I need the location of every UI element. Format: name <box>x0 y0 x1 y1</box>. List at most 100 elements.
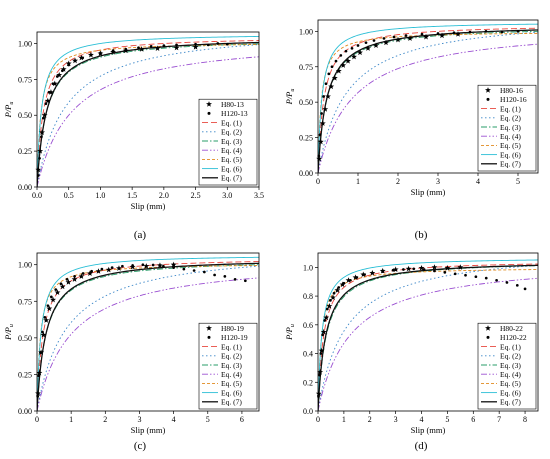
legend-label: Eq. (2) <box>500 114 521 123</box>
legend-label: H120-19 <box>221 333 248 342</box>
curve-eq-1 <box>37 40 259 187</box>
legend-label: Eq. (3) <box>221 361 242 370</box>
curve-eq-7 <box>318 264 538 411</box>
y-axis-label-main: P/P <box>284 327 294 341</box>
y-tick-label: 0.25 <box>18 147 32 156</box>
dot-point <box>363 273 366 276</box>
dot-point <box>121 264 124 268</box>
dot-point <box>131 264 134 267</box>
x-tick-label: 6 <box>240 415 244 424</box>
star-point <box>154 45 161 52</box>
legend-label: H120-13 <box>221 109 248 118</box>
dot-point <box>43 316 47 319</box>
star-point <box>157 262 163 268</box>
curve-eq-7 <box>37 41 259 187</box>
legend-label: Eq. (4) <box>221 370 242 379</box>
dot-point <box>203 270 206 274</box>
dot-point <box>484 29 488 33</box>
legend-label: H80-22 <box>500 324 523 333</box>
star-point <box>330 294 336 301</box>
star-point <box>170 261 177 268</box>
legend-label: H120-22 <box>500 333 527 342</box>
dot-point <box>515 283 519 287</box>
legend-label: Eq. (4) <box>500 132 521 141</box>
dot-point <box>382 37 386 40</box>
dot-point <box>99 51 102 55</box>
x-axis-label: Slip (mm) <box>131 201 166 211</box>
y-axis-label-sub: u <box>9 102 15 105</box>
legend-label: Eq. (6) <box>221 164 242 173</box>
y-axis-label-main: P/P <box>3 327 13 341</box>
x-tick-label: 6 <box>471 415 475 424</box>
scatter-h80-22 <box>315 264 464 397</box>
star-point <box>423 33 429 40</box>
star-point <box>36 369 43 376</box>
dot-point <box>356 44 360 47</box>
dot-point <box>474 275 478 279</box>
dot-point <box>523 287 527 291</box>
x-tick-label: 0 <box>316 415 320 424</box>
dot-point <box>213 273 216 277</box>
x-tick-label: 5 <box>445 415 449 424</box>
dot-point <box>334 59 338 63</box>
curve-eq-6 <box>318 23 538 173</box>
star-point <box>325 93 331 100</box>
x-tick-label: 3.0 <box>222 191 232 200</box>
y-tick-label: 1.0 <box>303 263 313 272</box>
star-point <box>86 270 93 276</box>
dot-point <box>59 282 63 286</box>
star-point <box>444 264 451 271</box>
dot-point <box>422 268 426 271</box>
x-axis-label: Slip (mm) <box>411 425 446 435</box>
dot-point <box>67 63 71 67</box>
star-point <box>78 273 85 279</box>
curve-eq-4 <box>318 43 538 173</box>
legend-label: Eq. (3) <box>221 137 242 146</box>
legend-dot-marker <box>486 97 490 101</box>
plot-frame <box>317 252 539 412</box>
star-point <box>323 314 330 321</box>
dot-point <box>453 272 457 276</box>
dot-point <box>55 75 59 78</box>
dot-point <box>149 45 153 48</box>
x-axis-label: Slip (mm) <box>411 187 446 197</box>
star-point <box>365 45 371 51</box>
dot-point <box>468 30 472 34</box>
star-point <box>345 57 351 64</box>
star-point <box>351 53 357 60</box>
legend-label: Eq. (4) <box>500 370 521 379</box>
star-point <box>50 296 56 303</box>
dot-point <box>349 278 352 282</box>
dot-point <box>337 286 341 289</box>
x-tick-label: 0 <box>316 177 320 186</box>
curve-eq-1 <box>318 27 538 173</box>
dot-point <box>36 174 40 177</box>
scatter-h120-13 <box>36 42 229 177</box>
y-axis-label-main: P/P <box>284 92 294 106</box>
y-axis-label-sub: u <box>290 324 296 327</box>
dot-point <box>350 46 354 50</box>
dot-point <box>402 268 405 271</box>
dot-point <box>151 263 155 267</box>
dot-point <box>172 266 175 269</box>
curve-eq-2 <box>318 264 538 411</box>
dot-point <box>182 267 186 271</box>
scatter-h80-13 <box>35 43 199 173</box>
legend-label: Eq. (3) <box>500 361 521 370</box>
star-point <box>339 281 346 288</box>
y-tick-label: 0.50 <box>18 111 32 120</box>
star-point <box>105 266 112 273</box>
star-point <box>71 276 78 282</box>
dot-point <box>38 156 41 160</box>
scatter-h120-19 <box>36 263 247 398</box>
panel-2: 0 1 2 3 4 5 0.00 0.25 0.50 0.75 1.00 Slip (mm) P/Pu H… <box>284 19 539 241</box>
curve-eq-5 <box>37 44 259 187</box>
dot-point <box>141 263 145 267</box>
legend-label: Eq. (1) <box>500 104 521 113</box>
x-tick-label: 3 <box>137 415 141 424</box>
dot-point <box>319 352 323 355</box>
star-point <box>317 138 324 145</box>
star-point <box>315 390 322 397</box>
plot-frame <box>36 31 260 188</box>
